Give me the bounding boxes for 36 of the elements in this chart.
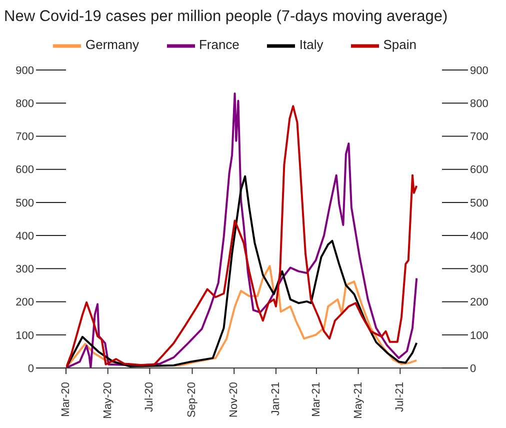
y2-tick-label: 0 [470,362,476,375]
y2-tick-label: 600 [470,164,488,176]
y-tick-label: 100 [16,330,34,342]
x-tick-label: Nov-20 [228,382,240,418]
legend-label: Italy [299,37,324,52]
y-tick-label: 400 [16,230,34,242]
y-tick-label: 0 [28,362,34,375]
y2-tick-label: 700 [470,131,488,144]
y2-tick-label: 200 [470,296,488,309]
y2-tick-label: 400 [470,230,488,242]
x-tick-label: Sep-20 [186,382,198,418]
y-tick-label: 200 [16,296,34,309]
y-tick-label: 300 [16,264,34,276]
line-series [66,265,418,368]
y2-tick-label: 800 [470,98,488,110]
y2-tick-label: 300 [470,264,488,276]
x-tick-label: Mar-20 [60,382,72,417]
y2-tick-label: 100 [470,330,488,342]
y-tick-label: 700 [16,131,34,144]
legend-label: Spain [383,37,417,52]
y2-tick-label: 500 [470,197,488,210]
y-tick-label: 800 [16,98,34,110]
x-tick-label: Jan-21 [270,382,282,416]
y2-tick-label: 900 [470,64,488,77]
y-tick-label: 900 [16,64,34,77]
x-tick-label: Mar-21 [310,382,322,417]
y-tick-label: 500 [16,197,34,210]
y-tick-label: 600 [16,164,34,176]
x-tick-label: Jul-20 [144,382,156,412]
legend-label: France [198,37,240,52]
x-tick-label: May-20 [102,382,114,419]
x-tick-label: Jul-21 [394,382,406,412]
legend-label: Germany [85,37,139,52]
line-series [66,175,418,368]
x-tick-label: May-21 [352,382,364,419]
chart-title: New Covid-19 cases per million people (7-days moving average) [3,7,449,27]
